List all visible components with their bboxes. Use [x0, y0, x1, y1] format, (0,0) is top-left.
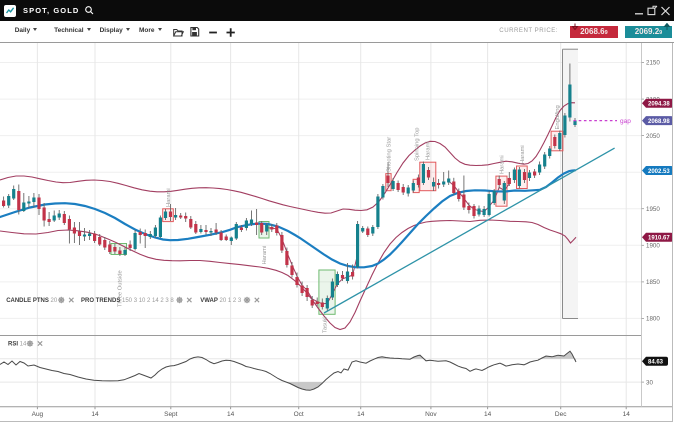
svg-text:2002.53: 2002.53 — [648, 169, 670, 175]
svg-text:1950: 1950 — [646, 206, 660, 213]
svg-text:1850: 1850 — [646, 279, 660, 286]
svg-text:84.63: 84.63 — [648, 360, 664, 366]
svg-text:1800: 1800 — [646, 316, 660, 323]
svg-text:Three Outside: Three Outside — [118, 270, 124, 307]
svg-text:VWAP 20 1 2 3: VWAP 20 1 2 3 — [200, 298, 242, 304]
svg-text:2050: 2050 — [646, 133, 660, 140]
svg-text:14: 14 — [623, 411, 631, 418]
svg-text:Harami: Harami — [262, 246, 268, 265]
svg-text:Dec: Dec — [555, 411, 567, 418]
svg-text:RSI 14: RSI 14 — [8, 342, 27, 348]
svg-text:Engulfing: Engulfing — [555, 105, 561, 129]
svg-text:2150: 2150 — [646, 60, 660, 67]
svg-text:14: 14 — [357, 411, 365, 418]
svg-text:Tasuki: Tasuki — [323, 317, 329, 333]
svg-text:Shooting Star: Shooting Star — [387, 137, 393, 172]
svg-text:Harami: Harami — [500, 155, 506, 174]
svg-text:Harami: Harami — [426, 141, 432, 160]
svg-text:Harami: Harami — [520, 145, 526, 164]
svg-text:2068.98: 2068.98 — [648, 119, 670, 125]
svg-text:Oct: Oct — [294, 411, 304, 418]
svg-text:Sept: Sept — [164, 411, 178, 418]
svg-text:30: 30 — [646, 379, 653, 386]
svg-text:14: 14 — [91, 411, 99, 418]
svg-text:1900: 1900 — [646, 243, 660, 250]
svg-text:Nov: Nov — [425, 411, 437, 418]
svg-text:PRO TRENDS 150 3 10 2 14 2 3 8: PRO TRENDS 150 3 10 2 14 2 3 8 — [81, 298, 174, 304]
svg-text:Spinning Top: Spinning Top — [415, 128, 421, 161]
svg-text:14: 14 — [227, 411, 235, 418]
svg-text:Aug: Aug — [32, 411, 44, 418]
svg-text:CANDLE PTNS 20: CANDLE PTNS 20 — [6, 298, 58, 304]
svg-text:Harami: Harami — [166, 188, 172, 207]
svg-text:14: 14 — [484, 411, 492, 418]
svg-text:gap: gap — [620, 118, 631, 125]
svg-text:1910.67: 1910.67 — [648, 236, 670, 242]
svg-text:2094.38: 2094.38 — [648, 102, 670, 108]
